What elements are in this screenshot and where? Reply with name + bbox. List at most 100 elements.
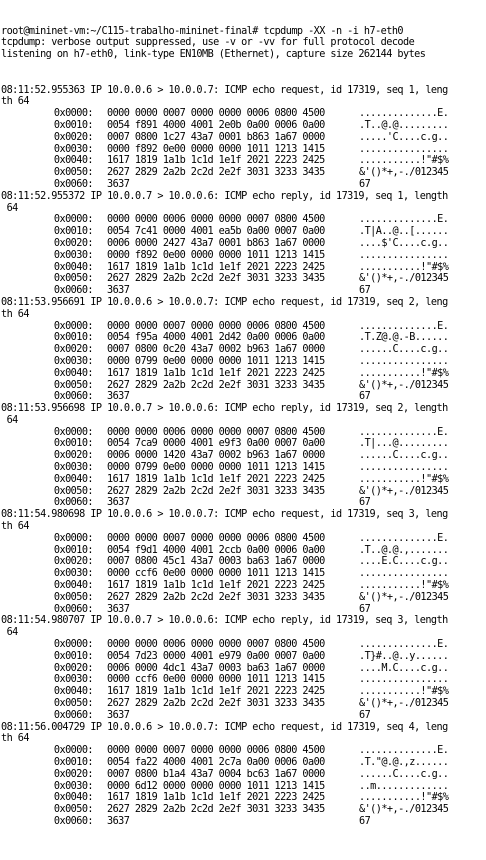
packet-entry: 08:11:53.956698 IP 10.0.0.7 > 10.0.0.6: … <box>1 403 486 509</box>
hex-dump-row: 0x0060: 3637 67 <box>1 710 486 722</box>
hex-ascii: .T."@.@.,z...... <box>359 757 448 769</box>
hex-dump-row: 0x0020: 0007 0800 0c20 43a7 0002 b963 1a6… <box>1 344 486 356</box>
hex-ascii: ...........!"#$% <box>359 474 448 486</box>
hex-ascii: 67 <box>359 497 370 509</box>
hex-ascii: &'()*+,-./012345 <box>359 167 448 179</box>
hex-offset: 0x0040: <box>49 155 93 167</box>
hex-offset: 0x0000: <box>49 533 93 545</box>
hex-dump-row: 0x0010: 0054 fa22 4000 4001 2c7a 0a00 000… <box>1 757 486 769</box>
hex-ascii: ................ <box>359 356 448 368</box>
hex-offset: 0x0030: <box>49 462 93 474</box>
hex-dump-row: 0x0000: 0000 0000 0007 0000 0000 0006 080… <box>1 533 486 545</box>
packet-summary-line: th 64 <box>1 96 486 108</box>
hex-bytes: 0006 0000 4dc1 43a7 0003 ba63 1a67 0000 <box>93 663 359 675</box>
command-header: root@mininet-vm:~/C115-trabalho-mininet-… <box>1 26 486 61</box>
packet-entry: 08:11:56.004729 IP 10.0.0.6 > 10.0.0.7: … <box>1 722 486 828</box>
hex-offset: 0x0030: <box>49 144 93 156</box>
hex-offset: 0x0020: <box>49 663 93 675</box>
hex-bytes: 0007 0800 45c1 43a7 0003 ba63 1a67 0000 <box>93 556 359 568</box>
hex-offset: 0x0030: <box>49 568 93 580</box>
packet-summary-line: 64 <box>1 627 486 639</box>
hex-dump-row: 0x0000: 0000 0000 0007 0000 0000 0006 080… <box>1 321 486 333</box>
hex-ascii: 67 <box>359 816 370 828</box>
packet-entry: 08:11:53.956691 IP 10.0.0.6 > 10.0.0.7: … <box>1 297 486 403</box>
hex-bytes: 3637 <box>93 285 359 297</box>
hex-bytes: 0054 7ca9 0000 4001 e9f3 0a00 0007 0a00 <box>93 438 359 450</box>
hex-offset: 0x0010: <box>49 332 93 344</box>
terminal-output[interactable]: root@mininet-vm:~/C115-trabalho-mininet-… <box>0 0 486 840</box>
hex-bytes: 0000 f892 0e00 0000 0000 1011 1213 1415 <box>93 250 359 262</box>
hex-ascii: 67 <box>359 285 370 297</box>
hex-bytes: 1617 1819 1a1b 1c1d 1e1f 2021 2223 2425 <box>93 474 359 486</box>
hex-ascii: .T..@.@.,....... <box>359 545 448 557</box>
packet-summary-line: 08:11:52.955363 IP 10.0.0.6 > 10.0.0.7: … <box>1 85 486 97</box>
hex-bytes: 3637 <box>93 710 359 722</box>
hex-ascii: &'()*+,-./012345 <box>359 804 448 816</box>
hex-ascii: ...........!"#$% <box>359 262 448 274</box>
hex-ascii: &'()*+,-./012345 <box>359 592 448 604</box>
hex-dump-row: 0x0000: 0000 0000 0006 0000 0000 0007 080… <box>1 639 486 651</box>
hex-offset: 0x0010: <box>49 438 93 450</box>
hex-offset: 0x0020: <box>49 450 93 462</box>
hex-ascii: ................ <box>359 462 448 474</box>
hex-bytes: 2627 2829 2a2b 2c2d 2e2f 3031 3233 3435 <box>93 486 359 498</box>
hex-bytes: 0000 0000 0006 0000 0000 0007 0800 4500 <box>93 639 359 651</box>
hex-offset: 0x0060: <box>49 710 93 722</box>
hex-offset: 0x0050: <box>49 167 93 179</box>
packet-summary-line: th 64 <box>1 733 486 745</box>
hex-bytes: 2627 2829 2a2b 2c2d 2e2f 3031 3233 3435 <box>93 167 359 179</box>
hex-offset: 0x0020: <box>49 238 93 250</box>
hex-dump-row: 0x0040: 1617 1819 1a1b 1c1d 1e1f 2021 222… <box>1 580 486 592</box>
hex-offset: 0x0000: <box>49 427 93 439</box>
hex-bytes: 0000 0000 0006 0000 0000 0007 0800 4500 <box>93 427 359 439</box>
hex-bytes: 0007 0800 0c20 43a7 0002 b963 1a67 0000 <box>93 344 359 356</box>
hex-offset: 0x0050: <box>49 592 93 604</box>
hex-bytes: 1617 1819 1a1b 1c1d 1e1f 2021 2223 2425 <box>93 792 359 804</box>
hex-offset: 0x0010: <box>49 651 93 663</box>
hex-dump-row: 0x0030: 0000 ccf6 0e00 0000 0000 1011 121… <box>1 674 486 686</box>
hex-offset: 0x0020: <box>49 132 93 144</box>
hex-offset: 0x0020: <box>49 556 93 568</box>
hex-dump-row: 0x0020: 0007 0800 b1a4 43a7 0004 bc63 1a6… <box>1 769 486 781</box>
hex-offset: 0x0050: <box>49 380 93 392</box>
hex-dump-row: 0x0030: 0000 0799 0e00 0000 0000 1011 121… <box>1 356 486 368</box>
hex-ascii: ......C....c.g.. <box>359 344 448 356</box>
hex-dump-row: 0x0030: 0000 ccf6 0e00 0000 0000 1011 121… <box>1 568 486 580</box>
hex-ascii: .....'C....c.g.. <box>359 132 448 144</box>
hex-ascii: ......C....c.g.. <box>359 450 448 462</box>
hex-ascii: ...........!"#$% <box>359 686 448 698</box>
hex-bytes: 0000 ccf6 0e00 0000 0000 1011 1213 1415 <box>93 568 359 580</box>
hex-dump-row: 0x0040: 1617 1819 1a1b 1c1d 1e1f 2021 222… <box>1 792 486 804</box>
hex-bytes: 0000 0799 0e00 0000 0000 1011 1213 1415 <box>93 462 359 474</box>
hex-ascii: ....E.C....c.g.. <box>359 556 448 568</box>
hex-dump-row: 0x0000: 0000 0000 0007 0000 0000 0006 080… <box>1 745 486 757</box>
hex-dump-row: 0x0060: 3637 67 <box>1 179 486 191</box>
hex-bytes: 0054 f9d1 4000 4001 2ccb 0a00 0006 0a00 <box>93 545 359 557</box>
hex-bytes: 0006 0000 1420 43a7 0002 b963 1a67 0000 <box>93 450 359 462</box>
hex-dump-row: 0x0020: 0007 0800 1c27 43a7 0001 b863 1a6… <box>1 132 486 144</box>
packet-summary-line: 64 <box>1 415 486 427</box>
hex-offset: 0x0000: <box>49 321 93 333</box>
hex-ascii: &'()*+,-./012345 <box>359 698 448 710</box>
hex-bytes: 0054 fa22 4000 4001 2c7a 0a00 0006 0a00 <box>93 757 359 769</box>
hex-offset: 0x0030: <box>49 250 93 262</box>
hex-offset: 0x0050: <box>49 486 93 498</box>
packet-entry: 08:11:52.955363 IP 10.0.0.6 > 10.0.0.7: … <box>1 85 486 191</box>
hex-ascii: ..............E. <box>359 639 448 651</box>
hex-ascii: ...........!"#$% <box>359 580 448 592</box>
hex-ascii: &'()*+,-./012345 <box>359 486 448 498</box>
hex-ascii: ................ <box>359 144 448 156</box>
hex-offset: 0x0050: <box>49 804 93 816</box>
hex-ascii: 67 <box>359 179 370 191</box>
hex-dump-row: 0x0050: 2627 2829 2a2b 2c2d 2e2f 3031 323… <box>1 592 486 604</box>
packet-list: 08:11:52.955363 IP 10.0.0.6 > 10.0.0.7: … <box>1 85 486 828</box>
hex-ascii: 67 <box>359 604 370 616</box>
hex-bytes: 2627 2829 2a2b 2c2d 2e2f 3031 3233 3435 <box>93 592 359 604</box>
hex-ascii: .T.Z@.@.-B...... <box>359 332 448 344</box>
hex-bytes: 0000 0799 0e00 0000 0000 1011 1213 1415 <box>93 356 359 368</box>
hex-offset: 0x0060: <box>49 179 93 191</box>
packet-summary-line: 08:11:53.956698 IP 10.0.0.7 > 10.0.0.6: … <box>1 403 486 415</box>
hex-dump-row: 0x0010: 0054 f95a 4000 4001 2d42 0a00 000… <box>1 332 486 344</box>
packet-summary-line: 08:11:52.955372 IP 10.0.0.7 > 10.0.0.6: … <box>1 191 486 203</box>
hex-dump-row: 0x0060: 3637 67 <box>1 497 486 509</box>
